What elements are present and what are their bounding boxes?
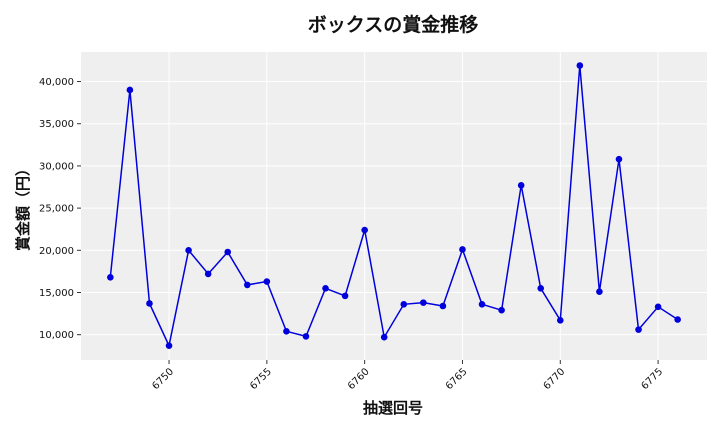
data-point	[654, 303, 662, 311]
y-tick-label: 15,000	[39, 288, 74, 299]
data-point	[361, 226, 368, 234]
data-point	[107, 274, 114, 281]
y-axis-label: 賞金額（円）	[14, 161, 32, 251]
data-point	[283, 328, 290, 335]
data-point	[576, 62, 584, 69]
y-tick-label: 30,000	[39, 161, 74, 172]
data-point	[439, 302, 447, 310]
data-point	[420, 299, 427, 306]
data-point	[302, 333, 310, 340]
y-tick-label: 35,000	[39, 119, 74, 130]
x-tick-label: 6770	[542, 366, 568, 392]
data-point	[498, 306, 505, 314]
y-tick-label: 40,000	[39, 77, 74, 88]
data-point	[459, 246, 466, 253]
x-tick-label: 6755	[248, 366, 274, 392]
series-line	[109, 65, 679, 349]
plot-area	[81, 52, 707, 360]
y-tick-label: 10,000	[39, 330, 74, 341]
data-point	[341, 292, 349, 300]
data-point	[517, 182, 525, 189]
x-axis-label: 抽選回号	[363, 399, 423, 417]
data-point	[126, 86, 134, 94]
data-point	[537, 284, 545, 292]
data-point	[243, 281, 251, 289]
data-point	[165, 342, 173, 349]
data-point	[263, 278, 271, 285]
x-tick-label: 6760	[346, 366, 372, 392]
data-point	[185, 247, 192, 254]
data-point	[380, 333, 388, 341]
data-point	[635, 326, 642, 333]
data-point	[596, 288, 603, 295]
data-point	[322, 284, 329, 292]
data-point	[478, 301, 486, 308]
x-tick-label: 6765	[444, 366, 470, 392]
data-point	[146, 300, 153, 307]
y-tick-label: 25,000	[39, 204, 74, 215]
data-point	[204, 270, 212, 278]
series-group	[107, 62, 681, 349]
data-point	[224, 248, 232, 256]
data-point	[674, 316, 681, 323]
data-point	[400, 301, 408, 308]
x-tick-label: 6775	[639, 366, 665, 392]
chart-title: ボックスの賞金推移	[308, 13, 478, 36]
data-point	[556, 317, 564, 324]
x-tick-label: 6750	[150, 366, 176, 392]
y-tick-label: 20,000	[39, 246, 74, 257]
data-point	[615, 155, 623, 163]
